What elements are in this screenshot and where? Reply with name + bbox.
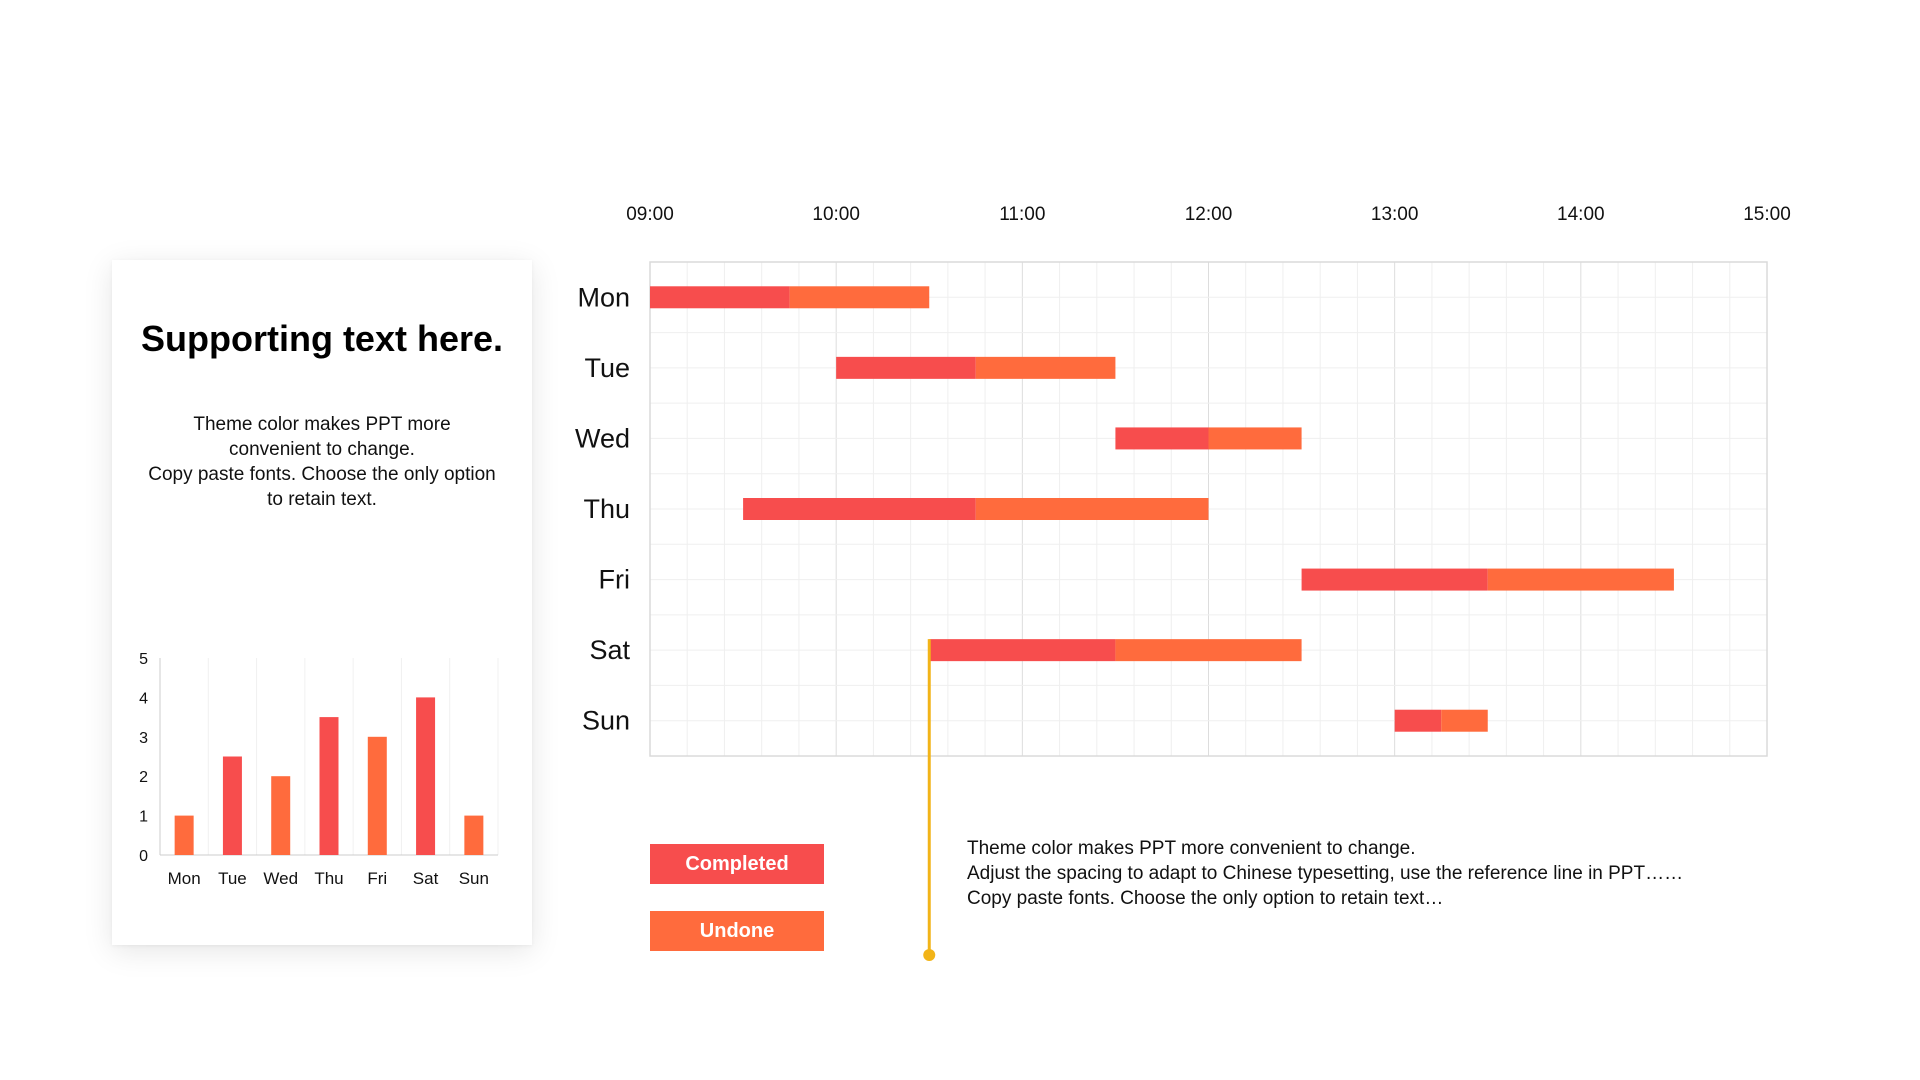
x-tick-label: 09:00 (626, 204, 674, 225)
undone-bar (1487, 568, 1674, 591)
plot-border (649, 261, 1768, 757)
day-label: Wed (575, 423, 630, 453)
bar (174, 815, 194, 855)
x-tick-label: Fri (367, 869, 387, 888)
undone-bar (975, 498, 1209, 520)
undone-bar (1115, 639, 1302, 662)
note-line: Adjust the spacing to adapt to Chinese t… (967, 863, 1684, 884)
day-label: Mon (577, 282, 630, 312)
card-description-line: convenient to change. (229, 439, 415, 460)
day-label: Tue (584, 353, 630, 383)
card-description-line: to retain text. (267, 489, 377, 510)
x-tick-label: Tue (218, 869, 247, 888)
note-text: Theme color makes PPT more convenient to… (967, 836, 1683, 911)
x-tick-label: 12:00 (1185, 204, 1233, 225)
legend-completed: Completed (650, 844, 824, 884)
day-label: Sun (582, 706, 630, 736)
note-line: Copy paste fonts. Choose the only option… (967, 888, 1444, 909)
note-line: Theme color makes PPT more convenient to… (967, 838, 1416, 859)
completed-bar (929, 639, 1116, 662)
undone-bar (975, 356, 1116, 379)
undone-bar (1208, 427, 1302, 450)
bar (271, 776, 291, 855)
x-tick-label: 13:00 (1371, 204, 1419, 225)
x-tick-label: 14:00 (1557, 204, 1605, 225)
undone-bar (789, 286, 930, 309)
y-tick-label: 3 (139, 730, 148, 747)
x-tick-label: 11:00 (999, 204, 1045, 225)
y-tick-label: 5 (139, 651, 148, 668)
y-tick-label: 4 (139, 690, 148, 707)
bar (367, 736, 387, 855)
summary-card: Supporting text here. Theme color makes … (112, 260, 532, 945)
bar (319, 717, 339, 855)
y-tick-label: 0 (139, 848, 148, 865)
x-tick-label: Sun (459, 869, 489, 888)
x-tick-label: Sat (413, 869, 439, 888)
bar (222, 756, 242, 855)
x-tick-label: Thu (314, 869, 343, 888)
card-description: Theme color makes PPT more convenient to… (130, 412, 514, 512)
y-tick-label: 2 (139, 769, 148, 786)
completed-bar (743, 498, 976, 520)
completed-bar (1301, 568, 1488, 591)
legend-undone: Undone (650, 911, 824, 951)
completed-bar (1115, 427, 1209, 450)
completed-bar (1394, 709, 1442, 732)
day-label: Sat (589, 635, 630, 665)
weekly-bar-chart: 0 1 2 3 4 5 Mon Tue Wed Thu Fri Sat Sun (139, 651, 499, 888)
completed-bar (836, 356, 976, 379)
reference-line-dot (923, 949, 936, 961)
undone-bar (1441, 709, 1488, 732)
x-tick-label: Wed (263, 869, 298, 888)
x-tick-label: 10:00 (812, 204, 860, 225)
bar (416, 697, 436, 855)
completed-bar (650, 286, 790, 309)
bar (464, 815, 484, 855)
day-label: Thu (583, 494, 630, 524)
card-description-line: Theme color makes PPT more (193, 414, 451, 435)
day-label: Fri (599, 565, 630, 595)
card-description-line: Copy paste fonts. Choose the only option (148, 464, 496, 485)
x-tick-label: 15:00 (1743, 204, 1791, 225)
y-tick-label: 1 (139, 809, 148, 826)
card-title: Supporting text here. (140, 318, 504, 359)
x-tick-label: Mon (168, 869, 201, 888)
